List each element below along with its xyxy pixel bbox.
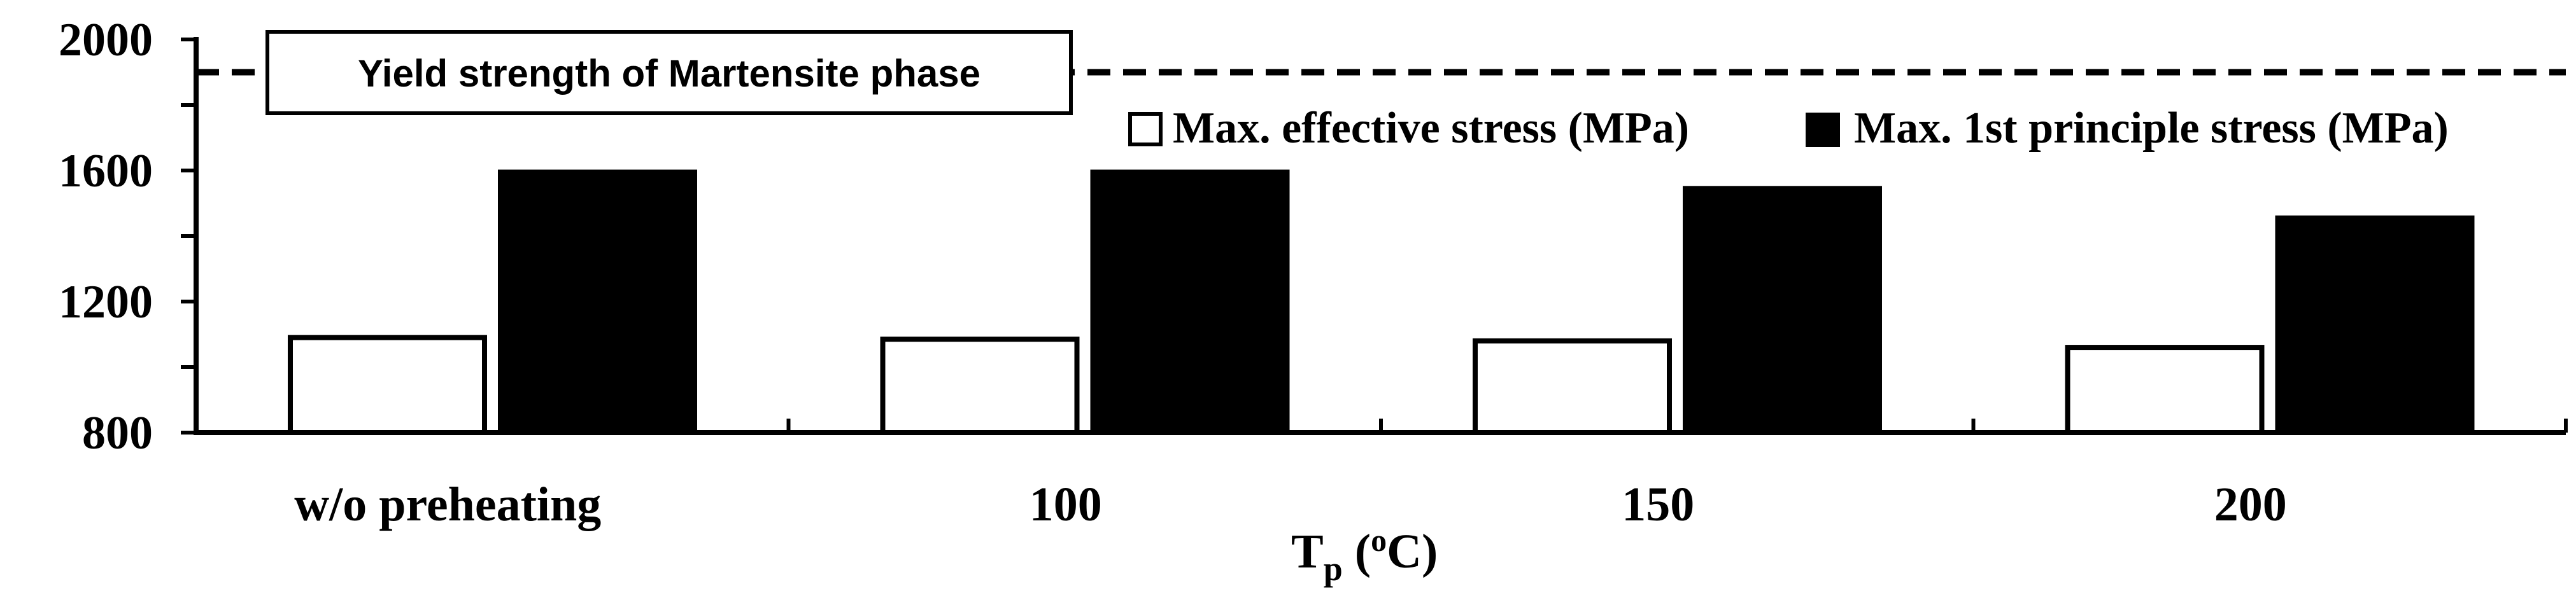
reference-line-group: Yield strength of Martensite phase <box>196 30 2566 115</box>
x-tick-label: 100 <box>1030 478 1102 531</box>
legend-label-principal: Max. 1st principle stress (MPa) <box>1854 104 2449 153</box>
x-tick-label: w/o preheating <box>294 478 601 531</box>
legend-label-effective: Max. effective stress (MPa) <box>1173 104 1689 153</box>
bar-effective-stress <box>288 335 487 436</box>
x-tick-label: 200 <box>2214 478 2287 531</box>
legend: Max. effective stress (MPa) Max. 1st prin… <box>1128 104 2449 153</box>
x-axis-title-part: C) <box>1387 525 1438 578</box>
yield-strength-label: Yield strength of Martensite phase <box>358 52 980 95</box>
x-axis-title-text: Tp (oC) <box>1291 522 1438 588</box>
bar-principal-stress <box>1683 186 1882 435</box>
x-axis-title-part: ( <box>1343 525 1371 578</box>
legend-swatch-principal <box>1806 113 1840 147</box>
bar-effective-stress <box>880 337 1080 435</box>
bar-effective-stress <box>2065 345 2265 435</box>
yield-strength-label-box <box>265 30 1073 115</box>
x-axis: w/o preheating 100 150 200 <box>194 419 2568 531</box>
bar-principal-stress <box>498 169 697 435</box>
bars <box>288 169 2475 436</box>
legend-swatch-effective <box>1128 112 1163 146</box>
y-tick-label: 1600 <box>59 145 153 197</box>
y-tick-label: 2000 <box>59 14 153 66</box>
bar-principal-stress <box>2275 215 2475 435</box>
x-axis-title-part: p <box>1324 550 1343 588</box>
y-axis: 800 1200 1600 2000 <box>59 14 199 459</box>
y-tick-label: 800 <box>82 407 153 459</box>
bar-principal-stress <box>1090 169 1290 435</box>
y-tick-label: 1200 <box>59 276 153 328</box>
bar-effective-stress <box>1473 338 1672 435</box>
x-axis-title-part: T <box>1291 525 1324 578</box>
x-tick-label: 150 <box>1622 478 1694 531</box>
x-axis-title-part: o <box>1371 522 1387 558</box>
x-axis-title: Tp (oC) <box>1291 522 1438 588</box>
